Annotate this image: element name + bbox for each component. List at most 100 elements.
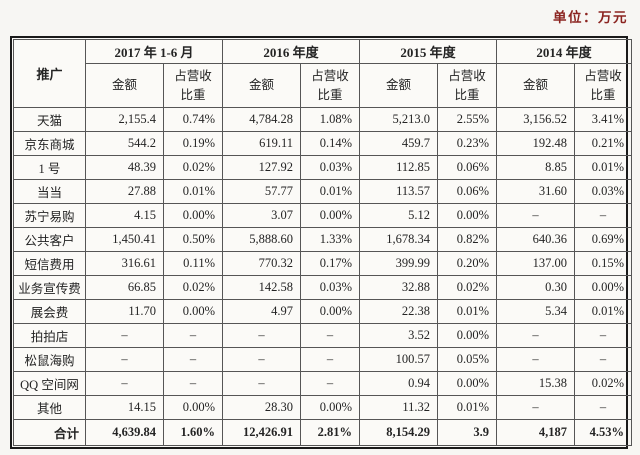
ratio-cell: 2.55% <box>437 107 498 132</box>
ratio-cell: – <box>299 323 361 348</box>
amount-cell: – <box>496 395 576 420</box>
period-header-2015: 2015 年度 <box>359 39 498 64</box>
ratio-cell: 2.81% <box>299 419 361 446</box>
amount-cell: 66.85 <box>85 275 164 300</box>
ratio-cell: 0.00% <box>437 203 498 228</box>
amount-cell: – <box>85 323 164 348</box>
header-period-row: 推广 2017 年 1-6 月 2016 年度 2015 年度 2014 年度 <box>13 39 633 108</box>
amount-cell: 11.70 <box>85 299 164 324</box>
table-row: 1 号 48.39 0.02% 127.92 0.03% 112.85 0.06% 8.85 0… <box>13 155 633 180</box>
ratio-cell: 0.03% <box>574 179 633 204</box>
amount-cell: 316.61 <box>85 251 164 276</box>
amount-cell: 4,784.28 <box>222 107 301 132</box>
amount-cell: – <box>222 347 301 372</box>
ratio-cell: – <box>574 323 633 348</box>
ratio-cell: 0.03% <box>299 275 361 300</box>
row-label: 拍拍店 <box>13 323 86 348</box>
ratio-cell: 0.02% <box>163 275 223 300</box>
row-label: 公共客户 <box>13 227 86 252</box>
amount-cell: – <box>496 323 576 348</box>
ratio-cell: 0.00% <box>163 395 223 420</box>
period-header-2017: 2017 年 1-6 月 <box>85 39 223 64</box>
ratio-cell: – <box>163 371 223 396</box>
row-label: 1 号 <box>13 155 86 180</box>
ratio-cell: 0.01% <box>437 395 498 420</box>
table-row: 业务宣传费 66.85 0.02% 142.58 0.03% 32.88 0.02% 0.30… <box>13 275 633 300</box>
amount-header: 金额 <box>222 63 301 108</box>
row-label: 天猫 <box>13 107 86 132</box>
ratio-cell: 0.69% <box>574 227 633 252</box>
ratio-cell: 0.00% <box>437 323 498 348</box>
ratio-cell: 1.33% <box>299 227 361 252</box>
table-row: 公共客户 1,450.41 0.50% 5,888.60 1.33% 1,678.34 0.… <box>13 227 633 252</box>
ratio-cell: 4.53% <box>574 419 633 446</box>
ratio-cell: 0.11% <box>163 251 223 276</box>
table-row: 天猫 2,155.4 0.74% 4,784.28 1.08% 5,213.0 2.55% 3… <box>13 107 633 132</box>
ratio-header: 占营收比重 <box>437 63 498 108</box>
ratio-cell: 0.01% <box>437 299 498 324</box>
ratio-cell: 0.00% <box>299 203 361 228</box>
amount-cell: 137.00 <box>496 251 576 276</box>
ratio-cell: 3.9 <box>437 419 498 446</box>
amount-header: 金额 <box>496 63 576 108</box>
period-header-2014: 2014 年度 <box>496 39 633 64</box>
ratio-cell: 0.00% <box>299 299 361 324</box>
ratio-cell: – <box>574 395 633 420</box>
amount-cell: 1,450.41 <box>85 227 164 252</box>
ratio-cell: – <box>299 347 361 372</box>
amount-cell: 57.77 <box>222 179 301 204</box>
ratio-cell: 0.19% <box>163 131 223 156</box>
amount-cell: 3.52 <box>359 323 439 348</box>
amount-cell: 142.58 <box>222 275 301 300</box>
amount-cell: 3,156.52 <box>496 107 576 132</box>
amount-cell: 14.15 <box>85 395 164 420</box>
row-label: 短信费用 <box>13 251 86 276</box>
ratio-cell: 0.01% <box>574 299 633 324</box>
table-row: 短信费用 316.61 0.11% 770.32 0.17% 399.99 0.20% 137… <box>13 251 633 276</box>
amount-cell: 640.36 <box>496 227 576 252</box>
amount-cell: 770.32 <box>222 251 301 276</box>
ratio-cell: 0.00% <box>299 395 361 420</box>
amount-cell: 113.57 <box>359 179 439 204</box>
ratio-cell: 0.17% <box>299 251 361 276</box>
amount-cell: 4,187 <box>496 419 576 446</box>
ratio-cell: 0.23% <box>437 131 498 156</box>
ratio-cell: 0.02% <box>574 371 633 396</box>
amount-cell: 127.92 <box>222 155 301 180</box>
amount-cell: 192.48 <box>496 131 576 156</box>
amount-cell: – <box>222 371 301 396</box>
ratio-cell: 0.06% <box>437 155 498 180</box>
amount-cell: 3.07 <box>222 203 301 228</box>
ratio-cell: 0.01% <box>163 179 223 204</box>
ratio-cell: 1.08% <box>299 107 361 132</box>
ratio-cell: 0.00% <box>437 371 498 396</box>
ratio-cell: 0.20% <box>437 251 498 276</box>
ratio-cell: 0.00% <box>574 275 633 300</box>
ratio-cell: 0.14% <box>299 131 361 156</box>
ratio-cell: 3.41% <box>574 107 633 132</box>
ratio-cell: 0.01% <box>299 179 361 204</box>
table-row: QQ 空间网 – – – –0.94 0.00% 15.38 0.02% <box>13 371 633 396</box>
period-header-2016: 2016 年度 <box>221 39 361 64</box>
ratio-cell: 0.74% <box>163 107 223 132</box>
amount-cell: 4.15 <box>85 203 164 228</box>
amount-cell: 15.38 <box>496 371 576 396</box>
ratio-cell: – <box>163 323 223 348</box>
ratio-cell: – <box>574 347 633 372</box>
amount-cell: 399.99 <box>359 251 439 276</box>
amount-cell: 5.34 <box>496 299 576 324</box>
row-label: 其他 <box>13 395 86 420</box>
ratio-cell: 0.50% <box>163 227 223 252</box>
amount-cell: 459.7 <box>359 131 439 156</box>
ratio-cell: 0.21% <box>574 131 633 156</box>
amount-header: 金额 <box>359 63 439 108</box>
amount-cell: 5.12 <box>359 203 439 228</box>
amount-cell: 27.88 <box>85 179 164 204</box>
ratio-cell: 0.00% <box>163 299 223 324</box>
amount-cell: 112.85 <box>359 155 439 180</box>
amount-cell: 8,154.29 <box>359 419 439 446</box>
ratio-cell: 0.05% <box>437 347 498 372</box>
ratio-header: 占营收比重 <box>299 63 361 108</box>
amount-cell: 48.39 <box>85 155 164 180</box>
amount-cell: 0.30 <box>496 275 576 300</box>
